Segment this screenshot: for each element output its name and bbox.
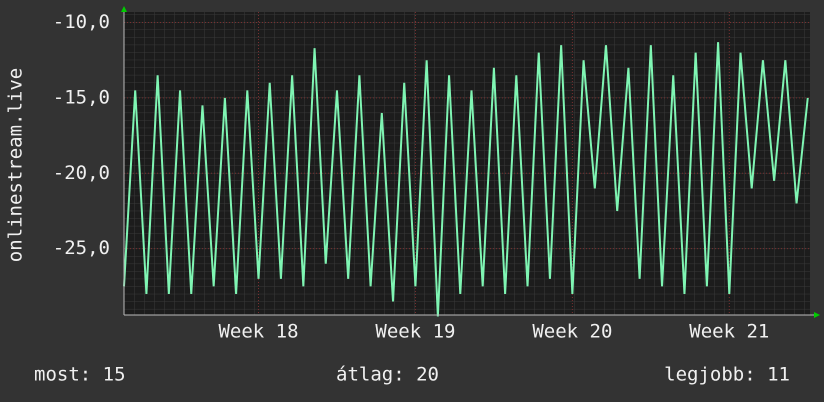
footer-best: legjobb: 11 — [664, 364, 790, 386]
x-tick-label: Week 18 — [218, 321, 298, 343]
x-tick-label: Week 21 — [689, 321, 769, 343]
x-arrow — [814, 312, 820, 318]
y-tick-label: -25,0 — [53, 237, 110, 259]
footer-average: átlag: 20 — [336, 364, 439, 386]
footer-current: most: 15 — [34, 364, 126, 386]
x-tick-label: Week 19 — [375, 321, 455, 343]
y-tick-label: -20,0 — [53, 162, 110, 184]
y-axis-label: onlinestream.live — [5, 68, 27, 262]
y-tick-label: -10,0 — [53, 11, 110, 33]
x-tick-label: Week 20 — [532, 321, 612, 343]
series-line — [123, 42, 809, 317]
y-arrow — [121, 6, 127, 12]
y-tick-label: -15,0 — [53, 86, 110, 108]
marks — [123, 12, 810, 317]
